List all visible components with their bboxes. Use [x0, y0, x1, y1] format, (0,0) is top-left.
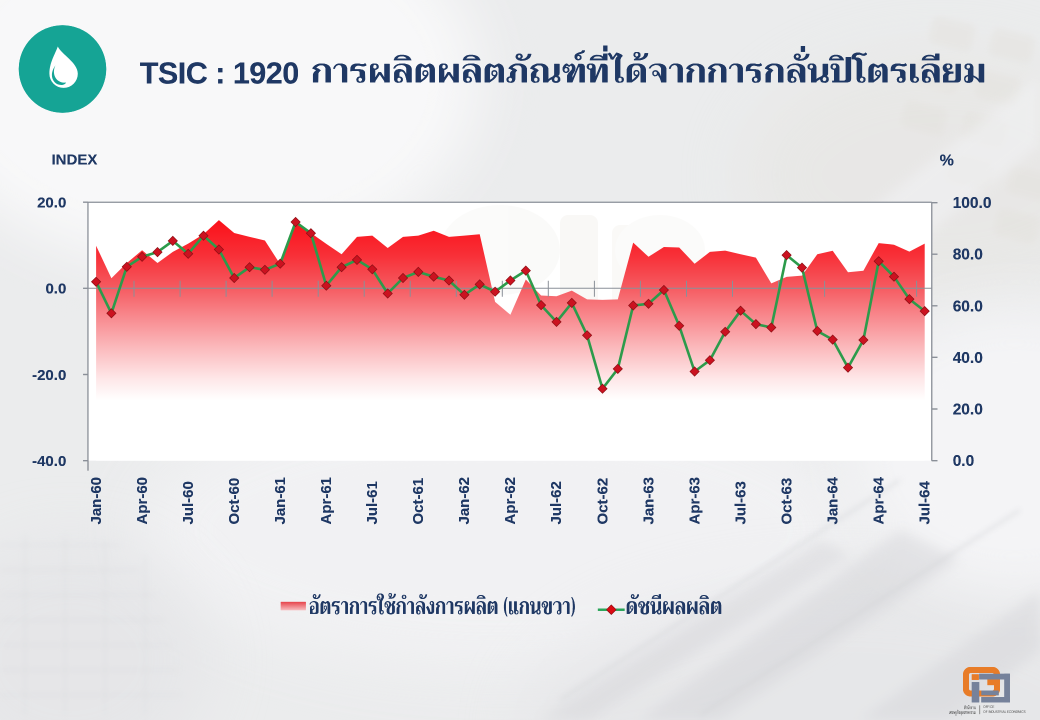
svg-text:Oct-62: Oct-62 [594, 478, 611, 525]
svg-text:Apr-60: Apr-60 [134, 477, 151, 525]
svg-text:Jul-64: Jul-64 [917, 480, 934, 524]
svg-text:Jan-60: Jan-60 [88, 477, 105, 525]
svg-text:Apr-62: Apr-62 [502, 477, 519, 525]
svg-text:20.0: 20.0 [953, 402, 983, 419]
svg-text:Jul-64: Jul-64 [917, 480, 934, 524]
svg-text:Jul-60: Jul-60 [180, 481, 197, 524]
svg-text:TSIC : 1920: TSIC : 1920 [140, 56, 299, 90]
svg-text:Oct-61: Oct-61 [410, 478, 427, 525]
svg-text:100.0: 100.0 [953, 195, 992, 212]
svg-text:0.0: 0.0 [953, 453, 975, 470]
svg-text:Jan-64: Jan-64 [825, 476, 842, 524]
svg-text:Jul-61: Jul-61 [364, 481, 381, 524]
svg-text:INDEX: INDEX [52, 152, 98, 169]
svg-text:0.0: 0.0 [45, 281, 66, 298]
svg-text:100.0: 100.0 [953, 195, 992, 212]
svg-text:Jul-63: Jul-63 [732, 481, 749, 524]
svg-text:0.0: 0.0 [45, 281, 66, 298]
svg-text:Jul-60: Jul-60 [180, 481, 197, 524]
svg-text:Apr-60: Apr-60 [134, 477, 151, 525]
svg-text:Jan-61: Jan-61 [272, 477, 289, 525]
svg-text:Jul-63: Jul-63 [732, 481, 749, 524]
svg-text:Apr-64: Apr-64 [871, 476, 888, 524]
svg-text:20.0: 20.0 [37, 195, 66, 212]
svg-text:-40.0: -40.0 [32, 453, 66, 470]
svg-text:Apr-61: Apr-61 [318, 477, 335, 525]
svg-text:Jan-62: Jan-62 [456, 477, 473, 525]
svg-text:Jan-62: Jan-62 [456, 477, 473, 525]
svg-text:Oct-63: Oct-63 [778, 478, 795, 525]
svg-text:Apr-64: Apr-64 [871, 476, 888, 524]
svg-text:Jul-61: Jul-61 [364, 481, 381, 524]
svg-text:20.0: 20.0 [953, 402, 983, 419]
svg-text:80.0: 80.0 [953, 247, 983, 264]
svg-text:Apr-61: Apr-61 [318, 477, 335, 525]
svg-text:Oct-63: Oct-63 [778, 478, 795, 525]
svg-text:40.0: 40.0 [953, 350, 983, 367]
svg-text:-40.0: -40.0 [32, 453, 66, 470]
svg-text:Jan-63: Jan-63 [640, 477, 657, 525]
svg-text:%: % [940, 152, 954, 169]
svg-text:Oct-60: Oct-60 [226, 478, 243, 525]
svg-text:80.0: 80.0 [953, 247, 983, 264]
svg-text:INDEX: INDEX [52, 152, 98, 169]
svg-text:-20.0: -20.0 [32, 367, 66, 384]
svg-text:Oct-60: Oct-60 [226, 478, 243, 525]
svg-text:Jan-64: Jan-64 [825, 476, 842, 524]
svg-text:20.0: 20.0 [37, 195, 66, 212]
svg-text:Oct-62: Oct-62 [594, 478, 611, 525]
svg-text:Apr-63: Apr-63 [686, 477, 703, 525]
svg-text:Jul-62: Jul-62 [548, 481, 565, 524]
svg-text:-20.0: -20.0 [32, 367, 66, 384]
svg-text:Jul-62: Jul-62 [548, 481, 565, 524]
svg-text:Jan-60: Jan-60 [88, 477, 105, 525]
svg-text:Jan-61: Jan-61 [272, 477, 289, 525]
svg-text:Apr-63: Apr-63 [686, 477, 703, 525]
svg-text:60.0: 60.0 [953, 298, 983, 315]
svg-text:%: % [940, 152, 954, 169]
svg-text:Jan-63: Jan-63 [640, 477, 657, 525]
svg-text:40.0: 40.0 [953, 350, 983, 367]
svg-text:TSIC : 1920: TSIC : 1920 [140, 56, 299, 90]
svg-text:60.0: 60.0 [953, 298, 983, 315]
svg-text:Apr-62: Apr-62 [502, 477, 519, 525]
svg-text:0.0: 0.0 [953, 453, 975, 470]
svg-text:Oct-61: Oct-61 [410, 478, 427, 525]
